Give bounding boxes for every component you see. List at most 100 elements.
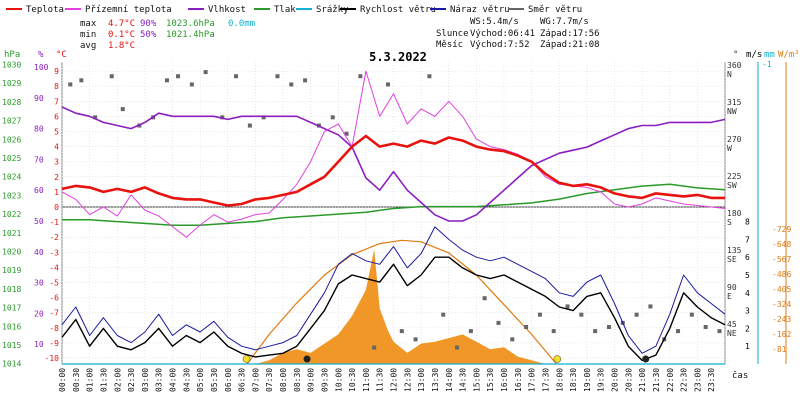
hpa-tick: 1015: [2, 341, 21, 350]
pct-tick: 20: [34, 309, 44, 318]
wind-dir-point: [606, 325, 611, 329]
x-tick: 20:30: [624, 368, 633, 392]
stats-moon-rise: Východ:7:52: [470, 40, 530, 50]
wind-speed-line: [61, 256, 726, 362]
temp-tick: -6: [49, 294, 59, 303]
stats-rain: 0.0mm: [228, 19, 255, 29]
ground-temp-line: [61, 70, 726, 238]
stats-moon-label: Měsíc: [436, 40, 463, 50]
x-tick: 11:00: [362, 368, 371, 392]
temp-tick: 0: [54, 203, 59, 212]
wind-dir-point: [579, 312, 584, 317]
temp-tick: -9: [49, 339, 59, 348]
temp-tick: 3: [54, 158, 59, 167]
x-tick: 04:30: [182, 368, 191, 392]
temp-tick: -3: [49, 248, 59, 257]
wind-dir-point: [441, 312, 446, 317]
radiation-layer: [246, 239, 557, 365]
stats-row-label: max: [80, 19, 97, 29]
moonrise-icon: [303, 355, 311, 363]
wind-dir-point: [247, 123, 252, 128]
hpa-tick: 1021: [2, 229, 21, 238]
axes-left: hPa% °C1030102910281027102610251024102310…: [2, 50, 67, 369]
wind-dir-point: [689, 312, 694, 317]
wind-dir-point: [358, 74, 363, 79]
temp-tick: -5: [49, 279, 59, 288]
dir-axis-title: °: [733, 50, 738, 60]
stats-humidity: 50%: [140, 30, 157, 40]
x-tick: 01:30: [99, 368, 108, 392]
ms-tick: 2: [745, 324, 750, 333]
x-tick: 13:30: [431, 368, 440, 392]
x-tick: 16:00: [500, 368, 509, 392]
hpa-tick: 1016: [2, 322, 21, 331]
x-tick: 07:00: [251, 368, 260, 392]
dir-tick-deg: 225: [727, 172, 742, 181]
wind-dir-point: [275, 74, 280, 79]
temp-tick: -4: [49, 263, 59, 272]
wm2-tick: -324: [772, 300, 791, 309]
pct-tick: 30: [34, 279, 44, 288]
pct-tick: 10: [34, 340, 44, 349]
x-tick: 05:00: [196, 368, 205, 392]
x-tick: 09:00: [307, 368, 316, 392]
ms-tick: 8: [745, 218, 750, 227]
humidity-line: [61, 106, 726, 222]
wind-dir-point: [303, 78, 308, 83]
x-tick: 11:30: [376, 368, 385, 392]
temp-tick: -10: [45, 354, 60, 363]
wind-dir-point: [634, 312, 639, 317]
x-tick: 15:00: [472, 368, 481, 392]
x-tick: 14:00: [445, 368, 454, 392]
hpa-tick: 1029: [2, 79, 21, 88]
wind-dir-point: [468, 329, 473, 334]
pct-tick: 70: [34, 155, 44, 164]
ms-tick: 6: [745, 253, 750, 262]
stats-wind: WS:5.4m/s: [470, 17, 519, 27]
ms-axis-title: m/s: [746, 50, 762, 60]
wind-dir-point: [551, 329, 556, 334]
wind-direction-layer: [68, 70, 722, 350]
x-tick: 20:00: [611, 368, 620, 392]
stats-pressure: 1021.4hPa: [166, 30, 215, 40]
wm2-tick: -405: [772, 285, 791, 294]
pct-tick: 90: [34, 94, 44, 103]
wind-dir-point: [717, 329, 722, 334]
wind-dir-point: [648, 304, 653, 309]
wm2-tick: -81: [772, 345, 787, 354]
wind-dir-point: [93, 115, 98, 120]
temp-tick: -7: [49, 309, 59, 318]
pct-tick: 100: [34, 63, 49, 72]
sunrise-icon: [242, 355, 251, 363]
stats-moon-set: Západ:21:08: [540, 40, 600, 50]
legend-label: Tlak: [274, 5, 296, 15]
dir-tick-name: S: [727, 218, 732, 227]
hpa-tick: 1024: [2, 173, 21, 182]
dir-tick-name: SE: [727, 255, 737, 264]
ms-tick: 4: [745, 289, 750, 298]
legend-label: Srážky: [316, 5, 349, 15]
x-tick: 17:00: [528, 368, 537, 392]
wind-dir-point: [524, 325, 529, 329]
legend-label: Vlhkost: [208, 5, 246, 15]
mm-tick: -1: [762, 60, 772, 69]
x-tick: 21:30: [652, 368, 661, 392]
dir-tick-name: E: [727, 292, 732, 301]
temp-tick: -8: [49, 324, 59, 333]
wind-dir-point: [289, 82, 294, 87]
wind-dir-point: [593, 329, 598, 334]
dir-tick-deg: 315: [727, 98, 742, 107]
temp-tick: 5: [54, 128, 59, 137]
grid: [61, 62, 726, 364]
x-tick: 04:00: [169, 368, 178, 392]
x-tick: 13:00: [417, 368, 426, 392]
stats-temp: 1.8°C: [108, 41, 135, 51]
ms-tick: 1: [745, 342, 750, 351]
dir-tick-deg: 360: [727, 61, 742, 70]
wind-dir-point: [203, 70, 208, 75]
hpa-tick: 1017: [2, 304, 21, 313]
x-tick: 12:00: [390, 368, 399, 392]
dir-tick-deg: 90: [727, 283, 737, 292]
x-tick: 17:30: [541, 368, 550, 392]
x-tick: 10:30: [348, 368, 357, 392]
